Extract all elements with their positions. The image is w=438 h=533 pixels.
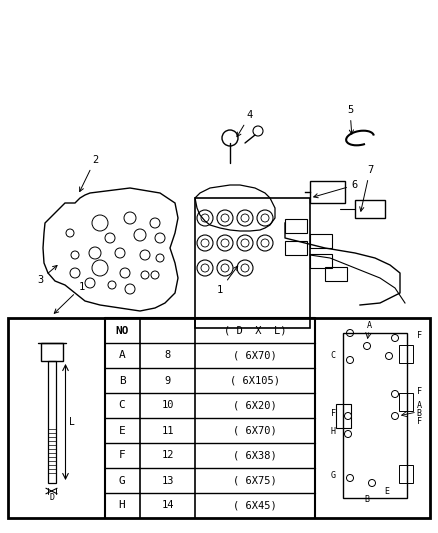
Text: 11: 11 bbox=[161, 425, 174, 435]
Text: 10: 10 bbox=[161, 400, 174, 410]
Text: 13: 13 bbox=[161, 475, 174, 486]
Text: F: F bbox=[417, 387, 421, 397]
Text: ( 6X20): ( 6X20) bbox=[233, 400, 277, 410]
Text: 1: 1 bbox=[54, 282, 85, 313]
Text: 6: 6 bbox=[314, 180, 358, 198]
Text: L: L bbox=[69, 417, 74, 427]
Text: B: B bbox=[364, 496, 370, 505]
Bar bbox=[399, 465, 413, 483]
Bar bbox=[399, 393, 413, 411]
Text: F: F bbox=[331, 409, 336, 418]
Text: ( 6X75): ( 6X75) bbox=[233, 475, 277, 486]
Text: ( D  X  L): ( D X L) bbox=[224, 326, 286, 335]
Text: H: H bbox=[331, 426, 336, 435]
Text: A: A bbox=[119, 351, 125, 360]
Text: F: F bbox=[417, 332, 421, 341]
Bar bbox=[355, 200, 385, 218]
Bar bbox=[310, 234, 332, 248]
Bar bbox=[310, 254, 332, 268]
Bar bbox=[285, 241, 307, 255]
Bar bbox=[8, 318, 430, 518]
Bar bbox=[47, 361, 56, 483]
Text: 5: 5 bbox=[347, 105, 353, 134]
Text: 2: 2 bbox=[80, 155, 98, 191]
Text: 8: 8 bbox=[164, 351, 171, 360]
Bar bbox=[336, 404, 351, 428]
Text: G: G bbox=[119, 475, 125, 486]
Bar bbox=[343, 333, 407, 498]
Bar bbox=[40, 343, 63, 361]
Text: C: C bbox=[331, 351, 336, 360]
Text: 1: 1 bbox=[217, 266, 238, 295]
Text: H: H bbox=[119, 500, 125, 511]
Text: ( 6X45): ( 6X45) bbox=[233, 500, 277, 511]
Text: F: F bbox=[119, 450, 125, 461]
Text: D: D bbox=[49, 492, 54, 502]
Text: A: A bbox=[417, 401, 421, 410]
Bar bbox=[310, 181, 345, 203]
Text: 4: 4 bbox=[237, 110, 253, 136]
Text: 12: 12 bbox=[161, 450, 174, 461]
Text: NO: NO bbox=[115, 326, 129, 335]
Text: 14: 14 bbox=[161, 500, 174, 511]
Text: ( 6X38): ( 6X38) bbox=[233, 450, 277, 461]
Text: G: G bbox=[331, 471, 336, 480]
Text: ( 6X70): ( 6X70) bbox=[233, 425, 277, 435]
Bar bbox=[285, 219, 307, 233]
Text: F: F bbox=[417, 416, 421, 425]
Text: ( 6X105): ( 6X105) bbox=[230, 376, 280, 385]
Text: C: C bbox=[119, 400, 125, 410]
Text: 9: 9 bbox=[164, 376, 171, 385]
Bar bbox=[399, 345, 413, 363]
Text: 3: 3 bbox=[37, 265, 57, 285]
Text: 7: 7 bbox=[360, 165, 373, 211]
Bar bbox=[195, 198, 310, 328]
Text: B: B bbox=[119, 376, 125, 385]
Text: E: E bbox=[385, 487, 389, 496]
Text: A: A bbox=[367, 320, 371, 329]
Text: B: B bbox=[417, 409, 421, 418]
Bar bbox=[325, 267, 347, 281]
Text: E: E bbox=[119, 425, 125, 435]
Text: ( 6X70): ( 6X70) bbox=[233, 351, 277, 360]
